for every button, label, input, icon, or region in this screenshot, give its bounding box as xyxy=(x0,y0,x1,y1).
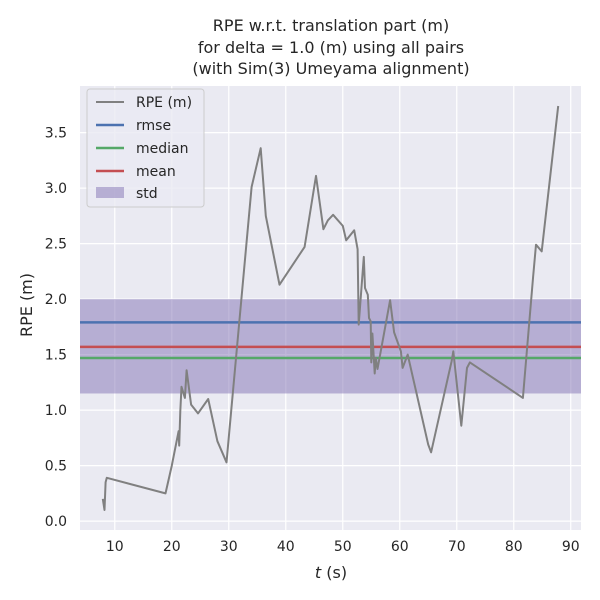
x-axis-label: t (s) xyxy=(315,563,347,582)
y-tick-label: 3.0 xyxy=(45,181,67,197)
y-tick-label: 0.5 xyxy=(45,459,67,475)
y-tick-label: 1.0 xyxy=(45,403,67,419)
x-axis-unit: (s) xyxy=(321,563,347,582)
legend: RPE (m) rmse median mean std xyxy=(86,88,205,208)
y-tick-label: 1.5 xyxy=(45,348,67,364)
legend-swatch-std xyxy=(96,187,124,198)
x-tick-label: 60 xyxy=(391,539,409,555)
x-tick-label: 70 xyxy=(448,539,466,555)
stat-lines-layer xyxy=(80,321,581,360)
x-tick-label: 10 xyxy=(106,539,124,555)
x-tick-label: 30 xyxy=(220,539,238,555)
y-tick-label: 2.5 xyxy=(45,237,67,253)
chart-title-line-1: RPE w.r.t. translation part (m) xyxy=(213,16,449,35)
x-tick-label: 20 xyxy=(163,539,181,555)
legend-label-median: median xyxy=(136,141,188,157)
legend-label-std: std xyxy=(136,186,158,202)
x-axis-variable: t xyxy=(315,563,322,582)
y-tick-label: 2.0 xyxy=(45,292,67,308)
y-tick-label: 0.0 xyxy=(45,514,67,530)
legend-label-rpe: RPE (m) xyxy=(136,95,192,111)
legend-box xyxy=(86,88,205,208)
chart-title-line-3: (with Sim(3) Umeyama alignment) xyxy=(192,59,469,78)
chart-title-line-2: for delta = 1.0 (m) using all pairs xyxy=(198,38,464,57)
tick-labels: 10 20 30 40 50 60 70 80 90 0.0 0.5 1.0 1.5 2.0 2.5 3.0 3… xyxy=(45,126,580,555)
legend-label-mean: mean xyxy=(136,164,176,180)
x-tick-label: 50 xyxy=(334,539,352,555)
x-tick-label: 40 xyxy=(277,539,295,555)
rpe-series-line xyxy=(101,105,560,511)
x-tick-label: 80 xyxy=(505,539,523,555)
y-axis-label: RPE (m) xyxy=(17,273,36,337)
legend-label-rmse: rmse xyxy=(136,118,171,134)
y-tick-label: 3.5 xyxy=(45,126,67,142)
rpe-series-layer xyxy=(101,105,560,511)
x-tick-label: 90 xyxy=(562,539,580,555)
